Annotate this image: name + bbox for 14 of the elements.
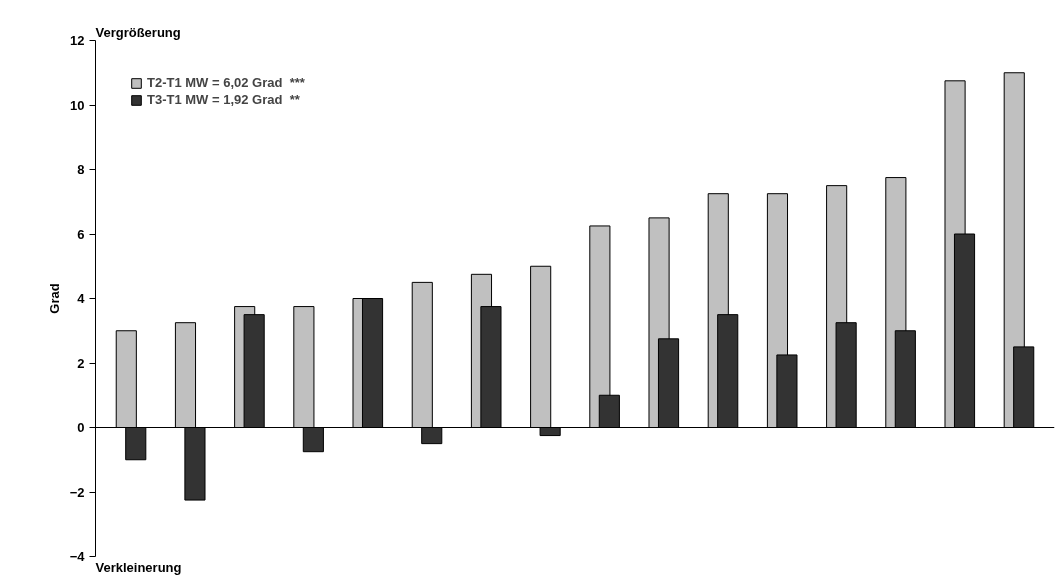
y-tick-label: −4 [69,549,86,564]
y-tick-label: 2 [77,355,85,371]
y-tick-label: −2 [69,484,85,500]
text: Verkleinerung [95,559,182,575]
text: Vergrößerung [95,24,181,40]
y-tick-label: 12 [70,33,85,48]
y-tick-label: 6 [77,226,85,242]
legend-label: T3-T1 MW = 1,92 Grad ** [147,92,300,107]
legend-label: T2-T1 MW = 6,02 Grad *** [147,75,305,90]
y-axis-title: Grad [46,283,62,314]
y-tick-label: 8 [77,162,85,177]
y-tick-label: 0 [77,420,85,435]
y-tick-label: 10 [70,97,85,113]
y-tick-label: 4 [77,291,86,306]
